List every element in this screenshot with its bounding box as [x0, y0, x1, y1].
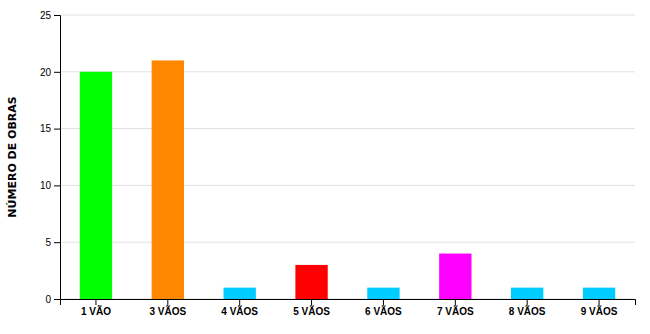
grid-line	[60, 185, 635, 186]
grid-line	[60, 15, 635, 16]
y-tick-mark	[54, 72, 60, 73]
grid-line	[60, 128, 635, 129]
bar	[152, 60, 184, 299]
x-tick-label: 1 VÃO	[81, 305, 111, 317]
grid-line	[60, 242, 635, 243]
x-tick: 7 VÃOS	[437, 299, 474, 317]
x-tick: 3 VÃOS	[149, 299, 186, 317]
y-axis: 0 5 10 15 20 25	[40, 10, 61, 305]
y-axis-line	[54, 16, 61, 300]
bar	[439, 254, 471, 299]
x-tick: 9 VÃOS	[581, 299, 618, 317]
x-tick-label: 4 VÃOS	[221, 305, 258, 317]
y-tick-label: 20	[40, 67, 52, 78]
y-tick-label: 10	[40, 180, 52, 191]
y-tick-mark	[54, 299, 60, 300]
bar	[295, 265, 327, 299]
bar	[511, 288, 543, 299]
x-tick: 6 VÃOS	[365, 299, 402, 317]
y-tick-label: 15	[40, 123, 52, 134]
bar	[224, 288, 256, 299]
y-tick-mark	[54, 185, 60, 186]
x-tick-mark	[527, 299, 528, 305]
x-tick-mark	[311, 299, 312, 305]
x-tick-label: 6 VÃOS	[365, 305, 402, 317]
y-tick: 20	[40, 67, 60, 78]
x-tick-mark	[599, 299, 600, 305]
x-axis-line	[61, 300, 636, 306]
x-tick: 8 VÃOS	[509, 299, 546, 317]
x-tick-mark	[95, 299, 96, 305]
bar	[583, 288, 615, 299]
y-tick-label: 25	[40, 10, 52, 21]
y-tick-label: 5	[45, 237, 51, 248]
x-tick-mark	[455, 299, 456, 305]
y-tick-mark	[54, 129, 60, 130]
x-tick-label: 9 VÃOS	[581, 305, 618, 317]
y-tick: 10	[40, 180, 60, 191]
y-tick: 5	[45, 237, 60, 248]
plot: 1 VÃO 3 VÃOS 4 VÃOS 5 VÃOS 6 VÃOS 7 VÃOS 8 VÃO…	[40, 10, 636, 317]
y-tick-mark	[54, 15, 60, 16]
x-tick: 5 VÃOS	[293, 299, 330, 317]
x-tick-mark	[167, 299, 168, 305]
y-tick-label: 0	[45, 294, 51, 305]
y-axis-title: NÚMERO DE OBRAS	[6, 96, 19, 217]
x-tick-label: 5 VÃOS	[293, 305, 330, 317]
bar	[367, 288, 399, 299]
y-tick: 25	[40, 10, 60, 21]
x-tick: 1 VÃO	[81, 299, 111, 317]
bar	[80, 72, 112, 299]
x-tick: 4 VÃOS	[221, 299, 258, 317]
grid-line	[60, 71, 635, 72]
x-tick-label: 3 VÃOS	[149, 305, 186, 317]
chart: 1 VÃO 3 VÃOS 4 VÃOS 5 VÃOS 6 VÃOS 7 VÃOS 8 VÃO…	[0, 0, 650, 334]
x-tick-label: 8 VÃOS	[509, 305, 546, 317]
x-tick-mark	[239, 299, 240, 305]
y-tick: 15	[40, 123, 60, 134]
x-axis: 1 VÃO 3 VÃOS 4 VÃOS 5 VÃOS 6 VÃOS 7 VÃOS 8 VÃO…	[61, 299, 636, 317]
y-tick: 0	[45, 294, 60, 305]
x-tick-mark	[383, 299, 384, 305]
x-tick-label: 7 VÃOS	[437, 305, 474, 317]
grid	[60, 15, 635, 299]
bars	[80, 60, 615, 299]
y-tick-mark	[54, 242, 60, 243]
